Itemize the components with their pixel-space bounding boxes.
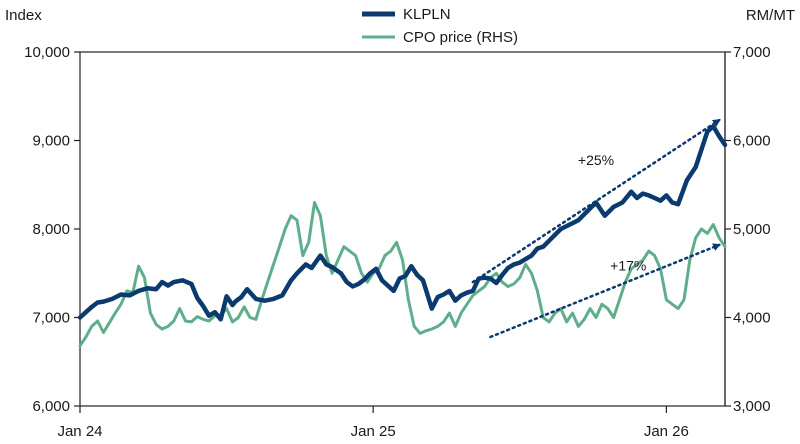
series-line-cpo-price bbox=[78, 201, 727, 348]
x-axis-ticks: Jan 24 Jan 25 Jan 26 bbox=[57, 406, 689, 440]
series-line-klpln bbox=[77, 124, 728, 322]
left-tick-label: 9,000 bbox=[32, 133, 70, 150]
left-tick-label: 10,000 bbox=[24, 44, 70, 61]
series-lines bbox=[77, 124, 728, 348]
legend-item-klpln[interactable]: KLPLN bbox=[362, 6, 451, 23]
left-tick-label: 6,000 bbox=[32, 398, 70, 415]
trend-arrow-2 bbox=[489, 243, 721, 339]
trend-label-1: +25% bbox=[578, 152, 614, 168]
x-tick-label: Jan 26 bbox=[644, 423, 689, 440]
axes bbox=[79, 51, 726, 407]
legend-item-cpo[interactable]: CPO price (RHS) bbox=[362, 29, 518, 46]
right-tick-label: 3,000 bbox=[733, 398, 771, 415]
right-tick-label: 6,000 bbox=[733, 133, 771, 150]
trend-annotations: +25% +17% bbox=[471, 118, 721, 339]
right-axis-title: RM/MT bbox=[746, 7, 795, 24]
x-tick-label: Jan 24 bbox=[57, 423, 102, 440]
legend: KLPLN CPO price (RHS) bbox=[362, 6, 518, 46]
trend-arrow-1 bbox=[471, 118, 721, 284]
left-tick-label: 7,000 bbox=[32, 310, 70, 327]
left-axis-ticks: 6,000 7,000 8,000 9,000 10,000 bbox=[24, 44, 80, 415]
right-tick-label: 5,000 bbox=[733, 221, 771, 238]
legend-label-klpln: KLPLN bbox=[403, 6, 451, 23]
right-tick-label: 7,000 bbox=[733, 44, 771, 61]
trend-label-2: +17% bbox=[610, 257, 646, 273]
left-axis-title: Index bbox=[5, 7, 42, 24]
legend-label-cpo: CPO price (RHS) bbox=[403, 29, 518, 46]
left-tick-label: 8,000 bbox=[32, 221, 70, 238]
x-tick-label: Jan 25 bbox=[351, 423, 396, 440]
right-axis-ticks: 3,000 4,000 5,000 6,000 7,000 bbox=[725, 44, 771, 415]
plot-area-border bbox=[79, 51, 726, 407]
right-tick-label: 4,000 bbox=[733, 310, 771, 327]
